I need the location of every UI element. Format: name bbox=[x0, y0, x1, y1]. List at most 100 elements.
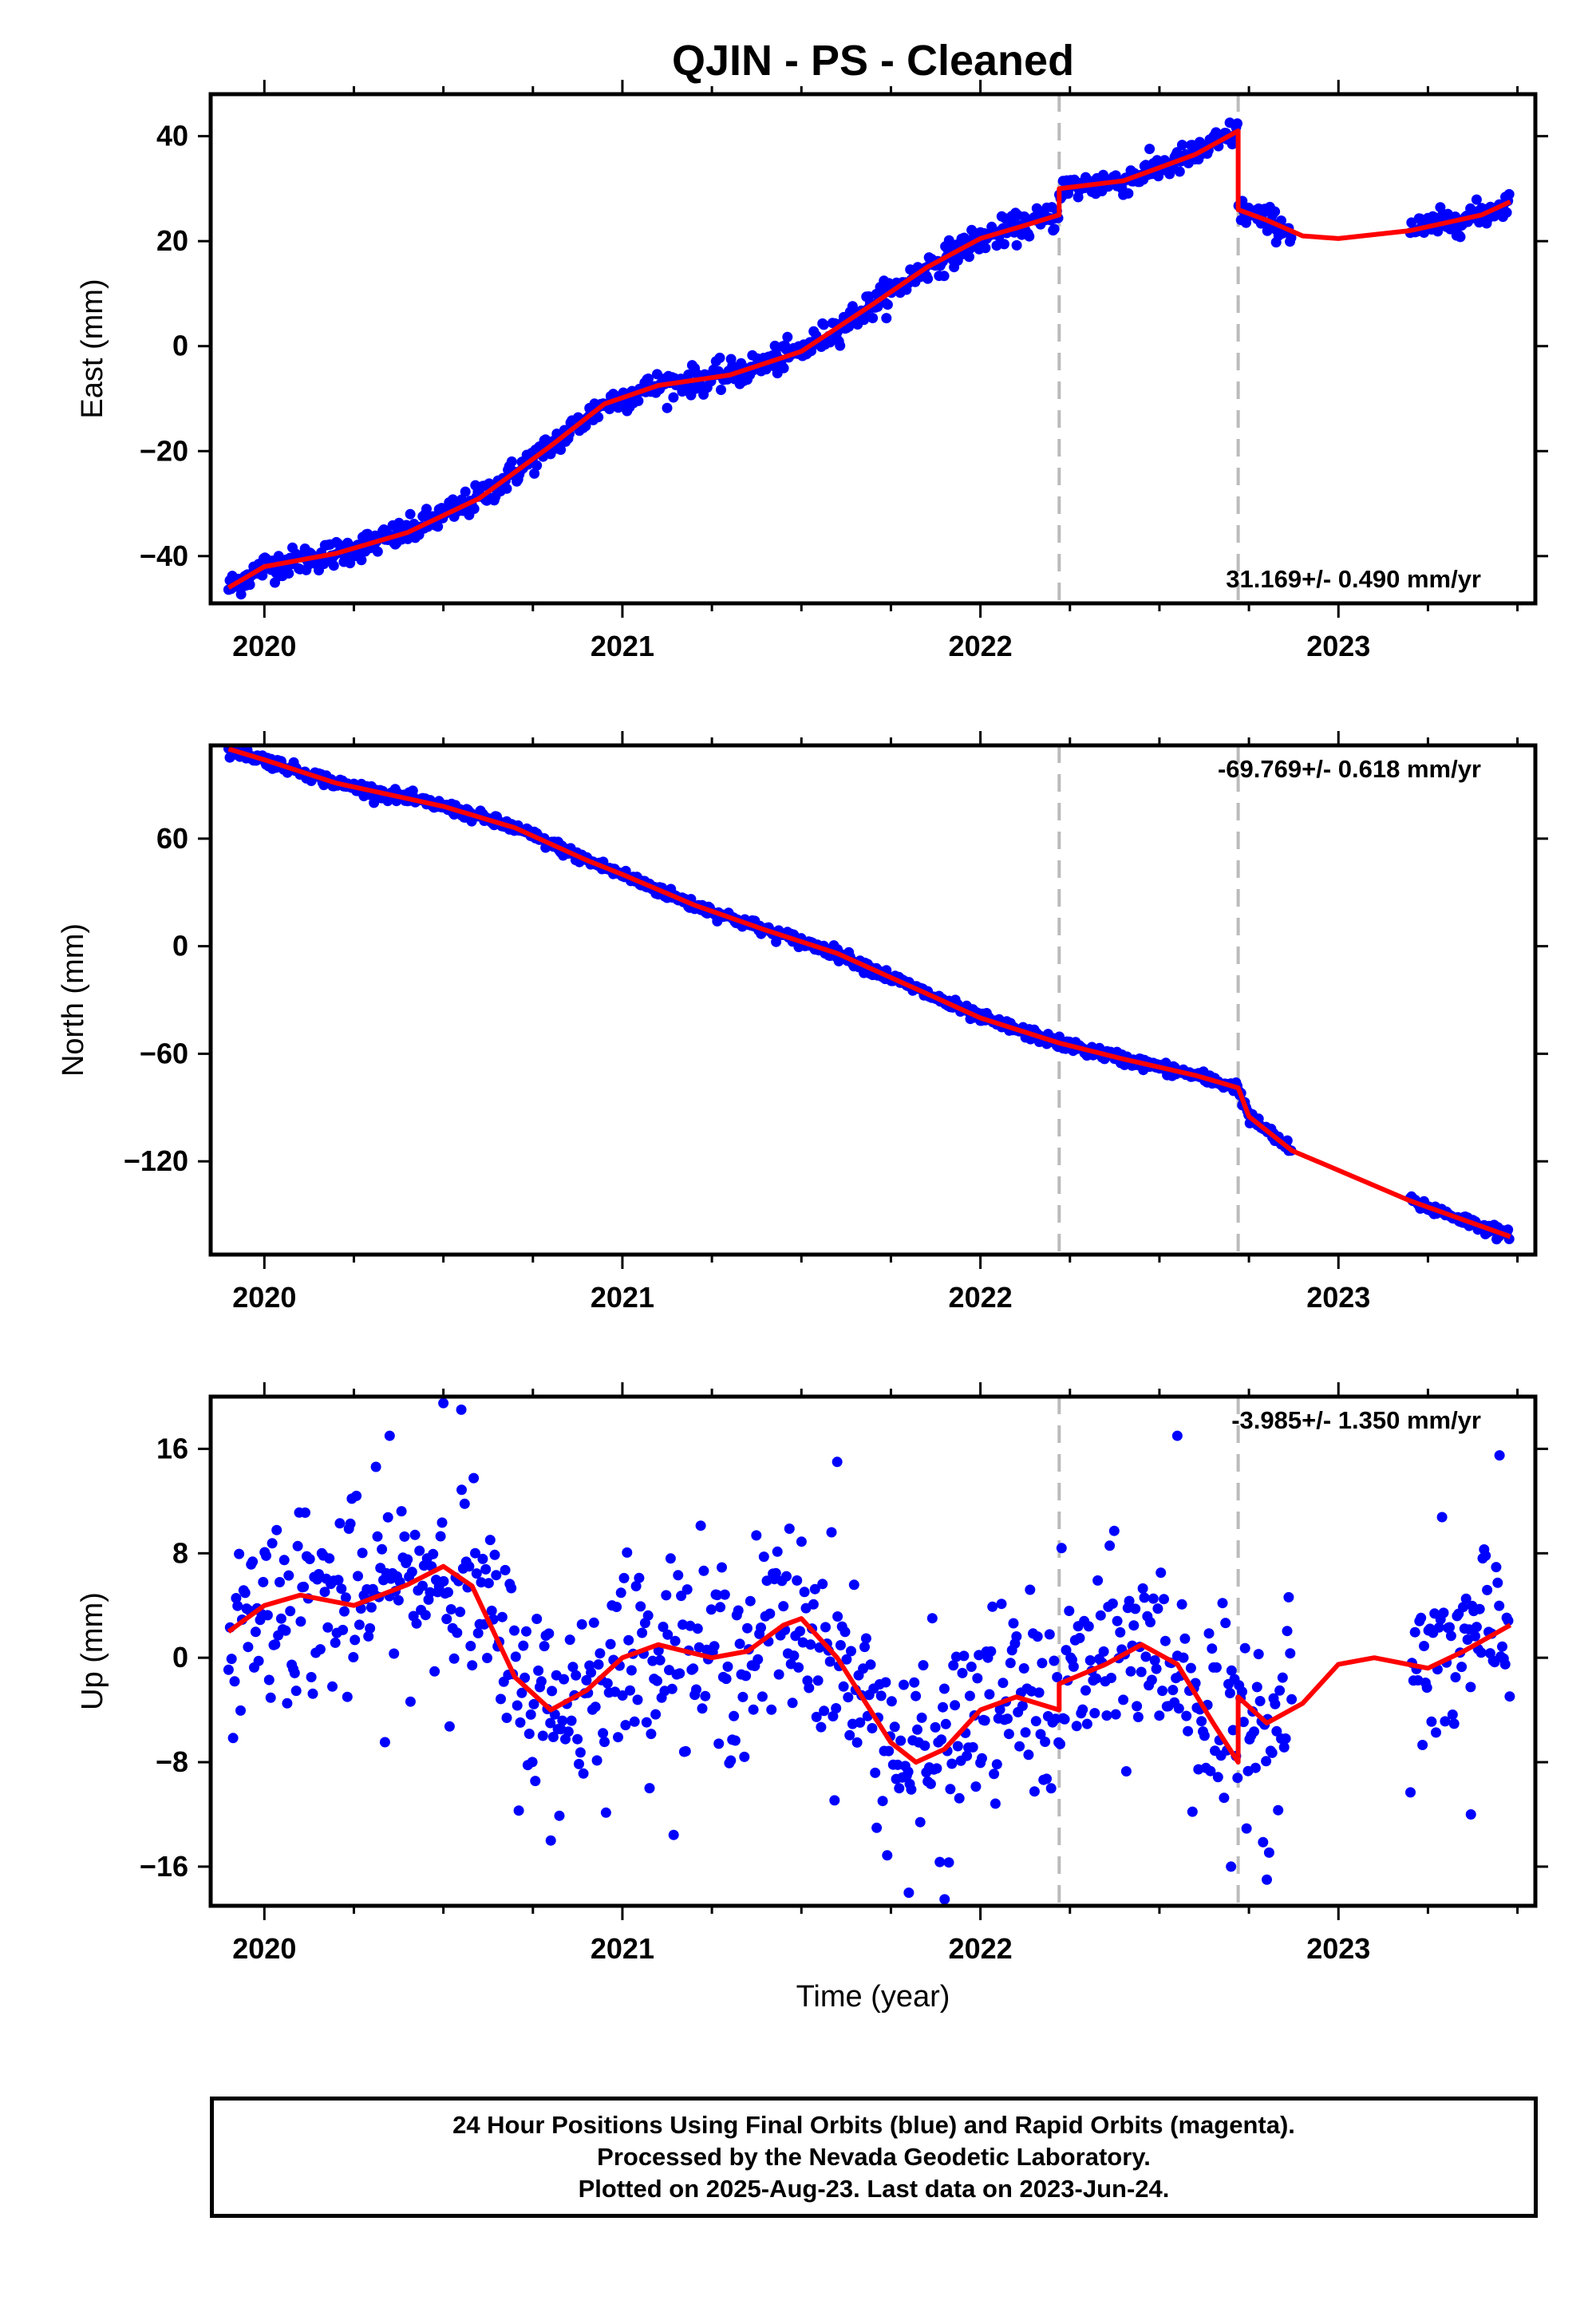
data-point bbox=[1438, 1607, 1449, 1618]
data-point bbox=[1258, 1836, 1269, 1848]
data-point bbox=[714, 352, 725, 363]
data-point bbox=[382, 1512, 393, 1523]
data-point bbox=[867, 1723, 878, 1733]
data-point bbox=[1033, 1687, 1045, 1698]
data-point bbox=[576, 1618, 587, 1630]
data-point bbox=[670, 1635, 681, 1646]
data-point bbox=[471, 1568, 482, 1579]
data-point bbox=[611, 1602, 622, 1612]
data-point bbox=[1274, 1685, 1286, 1696]
data-point bbox=[253, 1655, 264, 1666]
data-point bbox=[846, 1646, 856, 1657]
data-point bbox=[319, 1587, 330, 1598]
data-point bbox=[938, 1701, 948, 1713]
data-point bbox=[1077, 1704, 1088, 1715]
data-point bbox=[275, 1613, 286, 1624]
data-point bbox=[778, 362, 789, 373]
data-point bbox=[1237, 1686, 1247, 1697]
data-point bbox=[1045, 1783, 1057, 1794]
data-point bbox=[733, 1605, 744, 1616]
data-point bbox=[1159, 1594, 1169, 1605]
data-point bbox=[841, 1654, 852, 1665]
data-point bbox=[642, 1610, 654, 1621]
data-point bbox=[226, 1654, 237, 1665]
data-point bbox=[500, 1564, 511, 1575]
data-point bbox=[877, 1796, 888, 1807]
data-point bbox=[417, 1580, 428, 1591]
data-point bbox=[357, 1547, 368, 1559]
data-point bbox=[531, 460, 543, 471]
data-point bbox=[328, 560, 339, 571]
data-point bbox=[635, 1601, 646, 1612]
data-point bbox=[402, 1554, 413, 1565]
data-point bbox=[962, 1750, 973, 1761]
data-point bbox=[496, 1611, 508, 1622]
data-point bbox=[330, 1637, 341, 1648]
data-point bbox=[831, 1703, 842, 1713]
data-point bbox=[1447, 1709, 1458, 1720]
data-point bbox=[465, 1641, 476, 1651]
data-point bbox=[674, 1668, 685, 1679]
x-tick-label: 2021 bbox=[591, 1932, 654, 1965]
data-point bbox=[1091, 1673, 1102, 1684]
data-point bbox=[1101, 1710, 1112, 1721]
data-point bbox=[506, 456, 517, 467]
data-point bbox=[289, 1667, 300, 1678]
data-point bbox=[867, 313, 879, 323]
data-point bbox=[632, 1694, 643, 1705]
data-point bbox=[886, 1696, 897, 1707]
data-point bbox=[1285, 1648, 1296, 1659]
data-point bbox=[1250, 1762, 1261, 1773]
data-point bbox=[719, 1589, 730, 1600]
chart-title: QJIN - PS - Cleaned bbox=[672, 37, 1074, 85]
data-point bbox=[263, 1674, 275, 1686]
data-point bbox=[984, 1689, 995, 1700]
data-point bbox=[745, 1595, 756, 1607]
data-point bbox=[734, 1638, 745, 1650]
data-point bbox=[1405, 1787, 1416, 1798]
data-point bbox=[1476, 1647, 1487, 1658]
data-point bbox=[1044, 1629, 1055, 1640]
plot-frame bbox=[208, 92, 1538, 606]
data-point bbox=[428, 1548, 439, 1559]
data-point bbox=[307, 1688, 318, 1699]
data-point bbox=[946, 1758, 958, 1769]
data-point bbox=[1261, 1756, 1272, 1767]
data-point bbox=[1071, 1721, 1082, 1732]
data-point bbox=[826, 1527, 837, 1538]
data-point bbox=[365, 1622, 376, 1634]
data-point bbox=[333, 1575, 344, 1586]
data-point bbox=[1470, 1630, 1480, 1642]
data-point bbox=[950, 1700, 961, 1711]
data-point bbox=[531, 1614, 543, 1624]
data-point bbox=[994, 1704, 1005, 1715]
data-point bbox=[843, 1692, 854, 1703]
data-point bbox=[1185, 1662, 1196, 1674]
data-point bbox=[811, 1711, 822, 1722]
data-point bbox=[1136, 1666, 1147, 1678]
data-point bbox=[792, 1575, 803, 1586]
y-tick-label: 40 bbox=[156, 120, 188, 152]
data-point bbox=[244, 579, 255, 591]
data-point bbox=[748, 1704, 759, 1715]
data-point bbox=[948, 1660, 959, 1671]
data-point bbox=[345, 1518, 356, 1529]
data-point bbox=[1178, 1652, 1189, 1663]
data-point bbox=[1056, 1543, 1067, 1554]
data-point bbox=[543, 1628, 555, 1639]
data-point bbox=[729, 1735, 741, 1746]
data-point bbox=[1068, 1661, 1079, 1672]
data-point bbox=[915, 1816, 926, 1828]
data-point bbox=[1029, 1786, 1040, 1797]
data-point bbox=[1456, 1662, 1468, 1673]
data-point bbox=[954, 1792, 965, 1804]
data-point bbox=[1278, 1741, 1290, 1753]
data-point bbox=[437, 1517, 448, 1528]
model-line-east bbox=[227, 128, 1511, 590]
data-point bbox=[700, 1690, 711, 1701]
data-point bbox=[267, 1538, 278, 1549]
data-point bbox=[1199, 1730, 1210, 1741]
data-point bbox=[554, 1810, 565, 1821]
data-point bbox=[1249, 1726, 1259, 1737]
data-point bbox=[1465, 1808, 1476, 1820]
